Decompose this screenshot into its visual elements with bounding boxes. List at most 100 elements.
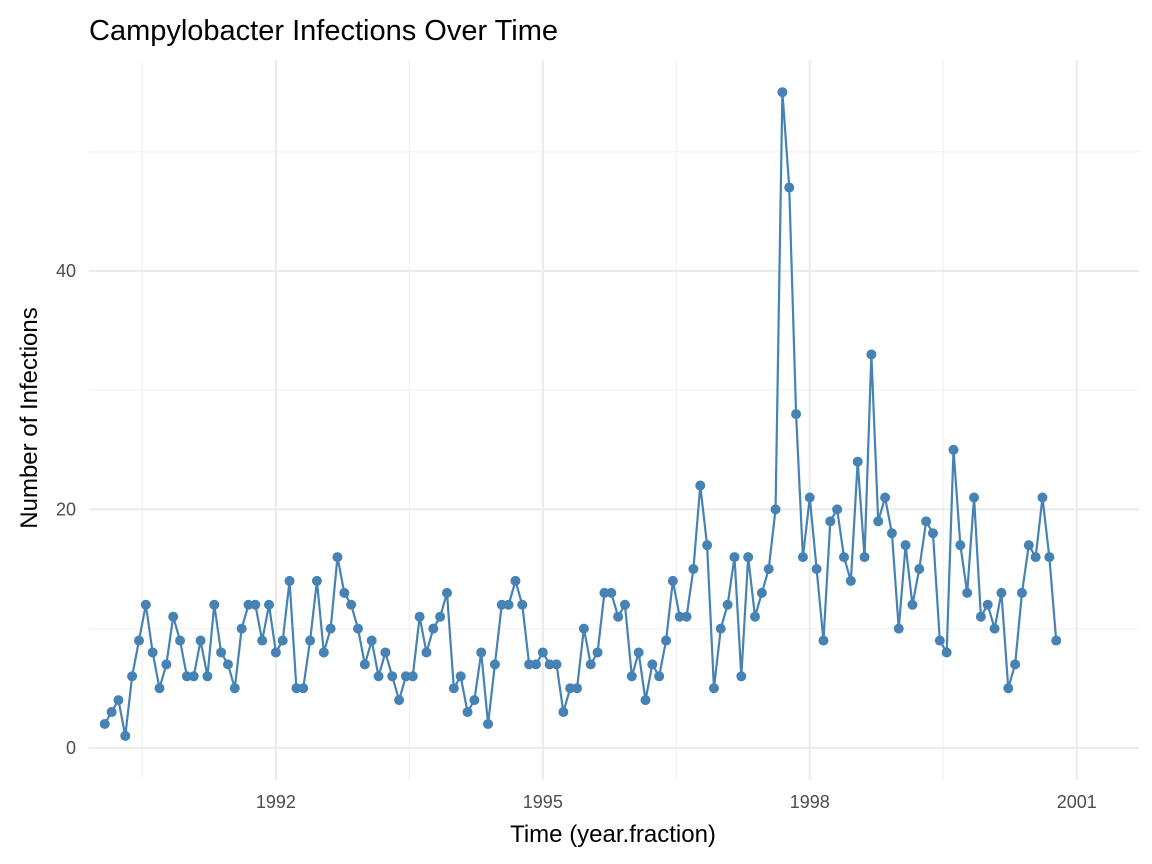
data-point: [708, 683, 719, 694]
data-point: [866, 349, 877, 360]
data-point: [476, 647, 487, 658]
data-point: [414, 611, 425, 622]
series-campylobacter: [99, 87, 1062, 741]
data-point: [311, 575, 322, 586]
data-point: [722, 599, 733, 610]
data-point: [880, 492, 891, 503]
grid: [89, 60, 1139, 780]
data-point: [1023, 540, 1034, 551]
data-point: [729, 552, 740, 563]
data-point: [606, 587, 617, 598]
data-point: [927, 528, 938, 539]
data-point: [127, 671, 138, 682]
data-point: [175, 635, 186, 646]
data-point: [250, 599, 261, 610]
data-point: [462, 707, 473, 718]
data-point: [599, 587, 610, 598]
data-point: [366, 635, 377, 646]
data-point: [346, 599, 357, 610]
data-point: [161, 659, 172, 670]
data-point: [626, 671, 637, 682]
data-point: [886, 528, 897, 539]
data-point: [325, 623, 336, 634]
data-point: [407, 671, 418, 682]
data-point: [845, 575, 856, 586]
data-point: [975, 611, 986, 622]
data-point: [578, 623, 589, 634]
data-point: [188, 671, 199, 682]
y-axis-label: Number of Infections: [16, 307, 43, 528]
data-point: [572, 683, 583, 694]
data-point: [264, 599, 275, 610]
x-axis-label: Time (year.fraction): [510, 821, 716, 848]
x-tick-label: 2001: [1057, 792, 1097, 812]
data-point: [763, 564, 774, 575]
data-point: [989, 623, 1000, 634]
data-point: [1044, 552, 1055, 563]
data-point: [558, 707, 569, 718]
data-point: [483, 718, 494, 729]
data-point: [838, 552, 849, 563]
data-point: [750, 611, 761, 622]
data-point: [811, 564, 822, 575]
data-point: [400, 671, 411, 682]
data-point: [448, 683, 459, 694]
data-point: [284, 575, 295, 586]
data-point: [640, 695, 651, 706]
data-point: [229, 683, 240, 694]
data-point: [387, 671, 398, 682]
data-point: [852, 456, 863, 467]
data-point: [900, 540, 911, 551]
y-tick-label: 20: [56, 499, 76, 519]
chart-title: Campylobacter Infections Over Time: [89, 15, 558, 47]
data-point: [743, 552, 754, 563]
data-point: [332, 552, 343, 563]
data-point: [1003, 683, 1014, 694]
y-tick-label: 0: [66, 738, 76, 758]
data-point: [517, 599, 528, 610]
data-point: [661, 635, 672, 646]
data-point: [394, 695, 405, 706]
data-point: [715, 623, 726, 634]
data-point: [537, 647, 548, 658]
data-point: [873, 516, 884, 527]
data-point: [318, 647, 329, 658]
data-point: [503, 599, 514, 610]
data-point: [551, 659, 562, 670]
data-point: [168, 611, 179, 622]
data-point: [633, 647, 644, 658]
data-point: [243, 599, 254, 610]
data-point: [298, 683, 309, 694]
data-point: [257, 635, 268, 646]
data-point: [496, 599, 507, 610]
data-point: [380, 647, 391, 658]
data-point: [120, 730, 131, 741]
x-tick-label: 1998: [790, 792, 830, 812]
data-point: [770, 504, 781, 515]
data-point: [736, 671, 747, 682]
data-point: [428, 623, 439, 634]
data-point: [654, 671, 665, 682]
data-point: [236, 623, 247, 634]
data-point: [435, 611, 446, 622]
data-point: [585, 659, 596, 670]
data-point: [373, 671, 384, 682]
data-point: [955, 540, 966, 551]
data-point: [592, 647, 603, 658]
data-point: [154, 683, 165, 694]
data-point: [702, 540, 713, 551]
data-point: [469, 695, 480, 706]
data-point: [441, 587, 452, 598]
data-point: [962, 587, 973, 598]
data-point: [1051, 635, 1062, 646]
x-tick-label: 1992: [256, 792, 296, 812]
data-point: [339, 587, 350, 598]
series-line: [103, 91, 1058, 737]
data-point: [202, 671, 213, 682]
data-point: [667, 575, 678, 586]
data-point: [140, 599, 151, 610]
data-point: [147, 647, 158, 658]
data-point: [907, 599, 918, 610]
data-point: [489, 659, 500, 670]
